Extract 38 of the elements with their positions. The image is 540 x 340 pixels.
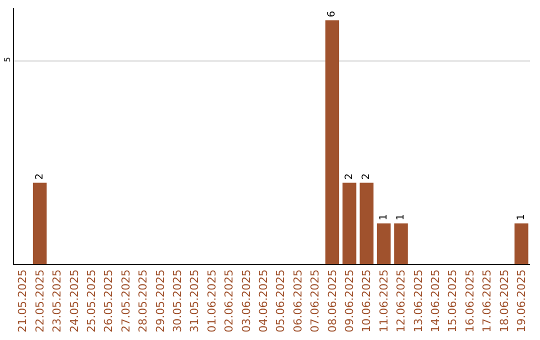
x-tick-label: 09.06.2025 bbox=[342, 269, 356, 332]
data-label: 2 bbox=[361, 173, 372, 180]
x-tick-label: 23.05.2025 bbox=[50, 269, 64, 332]
data-label: 1 bbox=[378, 214, 390, 220]
data-label: 1 bbox=[516, 214, 527, 220]
x-tick-label: 13.06.2025 bbox=[412, 269, 425, 332]
x-tick-label: 28.05.2025 bbox=[136, 269, 150, 332]
data-label: 2 bbox=[344, 173, 355, 180]
x-tick-label: 29.05.2025 bbox=[154, 269, 167, 332]
data-label: 2 bbox=[34, 173, 46, 180]
x-tick-label: 16.06.2025 bbox=[463, 269, 476, 332]
x-tick-label: 26.05.2025 bbox=[102, 269, 116, 332]
x-tick-label: 21.05.2025 bbox=[16, 269, 30, 332]
x-tick-label: 15.06.2025 bbox=[446, 269, 460, 332]
x-tick-label: 02.06.2025 bbox=[222, 269, 236, 332]
x-tick-label: 19.06.2025 bbox=[514, 269, 528, 332]
x-tick-label: 17.06.2025 bbox=[480, 269, 494, 332]
x-tick-label: 07.06.2025 bbox=[308, 269, 322, 332]
x-tick-label: 14.06.2025 bbox=[428, 269, 442, 332]
x-tick-label: 08.06.2025 bbox=[326, 269, 339, 332]
x-tick-label: 04.06.2025 bbox=[256, 269, 270, 332]
x-tick-label: 24.05.2025 bbox=[68, 269, 81, 332]
x-tick-label: 12.06.2025 bbox=[394, 269, 408, 332]
x-tick-label: 27.05.2025 bbox=[119, 269, 132, 332]
x-tick-label: 03.06.2025 bbox=[240, 269, 253, 332]
x-tick-label: 25.05.2025 bbox=[84, 269, 98, 332]
data-label: 1 bbox=[396, 214, 406, 220]
x-tick-label: 01.06.2025 bbox=[205, 269, 218, 332]
x-tick-label: 11.06.2025 bbox=[377, 269, 390, 332]
x-tick-label: 05.06.2025 bbox=[274, 269, 288, 332]
data-label: 6 bbox=[326, 10, 338, 18]
x-tick-label: 10.06.2025 bbox=[360, 269, 374, 332]
x-tick-label: 31.05.2025 bbox=[188, 269, 202, 332]
x-tick-label: 18.06.2025 bbox=[498, 269, 511, 332]
x-tick-label: 30.05.2025 bbox=[170, 269, 184, 332]
x-tick-label: 22.05.2025 bbox=[33, 269, 46, 332]
y-tick-label: 5 bbox=[2, 57, 12, 62]
x-tick-label: 06.06.2025 bbox=[291, 269, 304, 332]
